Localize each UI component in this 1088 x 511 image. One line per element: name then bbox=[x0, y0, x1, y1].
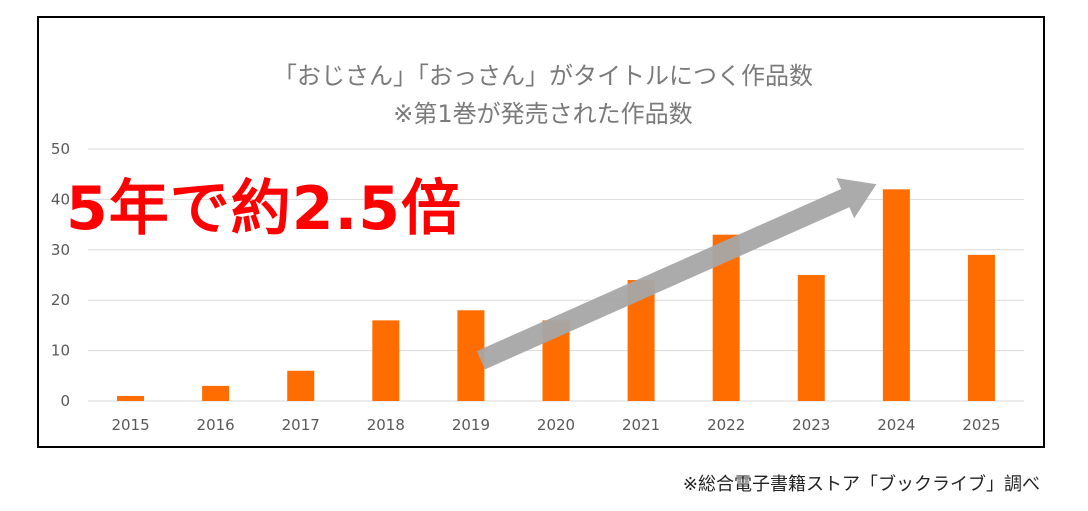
x-tick-label: 2019 bbox=[452, 416, 490, 434]
source-note: ※総合電子書籍ストア「ブックライブ」調べ bbox=[682, 474, 1040, 495]
arrow-shape bbox=[476, 178, 877, 370]
bar bbox=[117, 395, 145, 401]
bar bbox=[797, 275, 825, 401]
bar bbox=[882, 189, 910, 401]
x-tick-label: 2025 bbox=[962, 416, 1000, 434]
bar bbox=[202, 385, 230, 401]
bar bbox=[287, 370, 315, 401]
y-tick-label: 20 bbox=[51, 291, 70, 309]
annotation-text: 5年で約2.5倍 bbox=[66, 174, 463, 244]
y-tick-label: 50 bbox=[51, 140, 70, 158]
x-tick-label: 2020 bbox=[537, 416, 575, 434]
x-tick-label: 2016 bbox=[197, 416, 235, 434]
y-tick-label: 10 bbox=[51, 342, 70, 360]
axis-labels: 0 10 20 30 40 50 2015 2016 2017 2018 2019 2020 2021 2… bbox=[51, 140, 1001, 434]
x-tick-label: 2022 bbox=[707, 416, 745, 434]
x-tick-label: 2018 bbox=[367, 416, 405, 434]
chart-subtitle: ※第1巻が発売された作品数 bbox=[393, 100, 693, 128]
y-tick-label: 30 bbox=[51, 241, 70, 259]
bar bbox=[967, 254, 995, 401]
bar bbox=[372, 320, 400, 401]
x-tick-label: 2023 bbox=[792, 416, 830, 434]
x-tick-label: 2015 bbox=[111, 416, 149, 434]
x-tick-label: 2024 bbox=[877, 416, 915, 434]
x-tick-label: 2017 bbox=[282, 416, 320, 434]
y-tick-label: 0 bbox=[60, 392, 70, 410]
trend-arrow bbox=[476, 178, 877, 370]
y-tick-label: 40 bbox=[51, 190, 70, 208]
chart-frame: 「おじさん」「おっさん」がタイトルにつく作品数 ※第1巻が発売された作品数 bbox=[37, 16, 1045, 448]
x-tick-label: 2021 bbox=[622, 416, 660, 434]
chart-title: 「おじさん」「おっさん」がタイトルにつく作品数 bbox=[273, 62, 813, 90]
